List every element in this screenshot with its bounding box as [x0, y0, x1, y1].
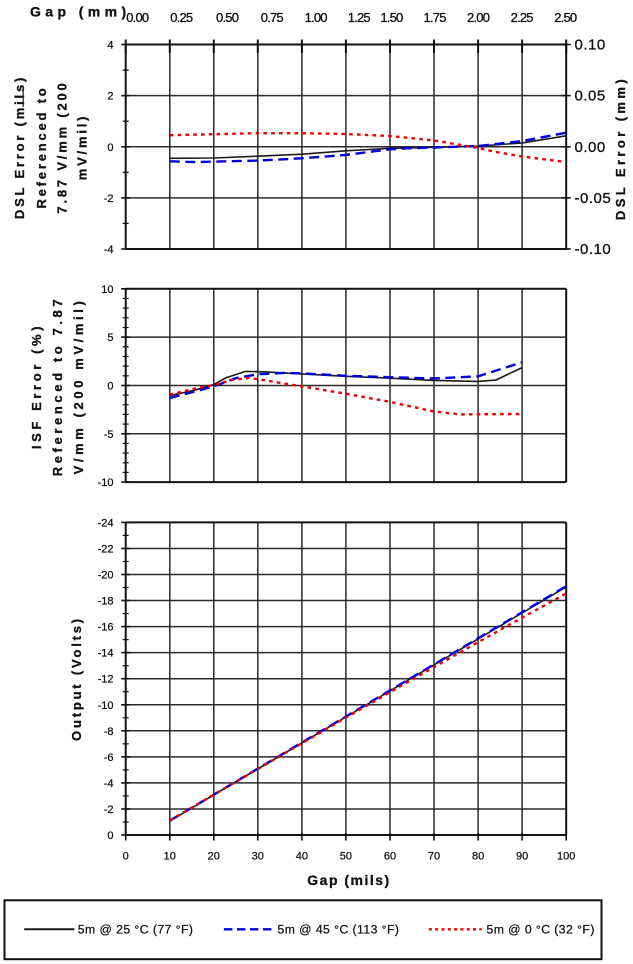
svg-text:40: 40	[296, 851, 308, 863]
svg-text:-10: -10	[98, 700, 114, 712]
svg-text:0.75: 0.75	[261, 10, 284, 25]
svg-text:0.50: 0.50	[216, 10, 239, 25]
svg-text:50: 50	[340, 851, 352, 863]
svg-text:-20: -20	[98, 570, 114, 582]
svg-text:Output (Volts): Output (Volts)	[69, 616, 84, 741]
svg-text:DSL Error (mils): DSL Error (mils)	[12, 75, 27, 219]
svg-text:2.25: 2.25	[511, 10, 534, 25]
svg-text:Referenced to 7.87: Referenced to 7.87	[50, 296, 65, 476]
svg-text:2.50: 2.50	[554, 10, 577, 25]
svg-text:V/mm (200 mV/mil): V/mm (200 mV/mil)	[71, 298, 86, 475]
svg-text:ISF Error (%): ISF Error (%)	[29, 323, 44, 449]
svg-text:0.05: 0.05	[575, 88, 606, 105]
svg-text:90: 90	[516, 851, 528, 863]
svg-text:0.00: 0.00	[575, 139, 606, 156]
svg-text:-4: -4	[104, 778, 114, 790]
svg-text:0: 0	[107, 142, 113, 154]
svg-text:-10: -10	[98, 477, 114, 489]
svg-text:-0.05: -0.05	[575, 190, 612, 207]
svg-text:5m @ 45 °C (113 °F): 5m @ 45 °C (113 °F)	[278, 923, 400, 937]
svg-text:-18: -18	[98, 596, 114, 608]
svg-text:DSL Error (mm): DSL Error (mm)	[613, 76, 628, 220]
svg-text:-8: -8	[104, 726, 114, 738]
svg-text:70: 70	[428, 851, 440, 863]
svg-text:0: 0	[107, 381, 113, 393]
svg-text:10: 10	[101, 284, 113, 296]
svg-text:5m @ 0 °C (32 °F): 5m @ 0 °C (32 °F)	[487, 923, 595, 937]
svg-text:0.10: 0.10	[575, 37, 606, 54]
svg-text:80: 80	[472, 851, 484, 863]
svg-text:1.00: 1.00	[305, 10, 328, 25]
svg-text:-6: -6	[104, 752, 114, 764]
svg-text:-16: -16	[98, 622, 114, 634]
svg-text:20: 20	[208, 851, 220, 863]
svg-text:100: 100	[557, 851, 575, 863]
svg-text:Gap (mils): Gap (mils)	[307, 872, 390, 888]
svg-text:-14: -14	[98, 648, 114, 660]
svg-text:2: 2	[107, 91, 113, 103]
svg-text:5: 5	[107, 332, 113, 344]
svg-text:Referenced to: Referenced to	[34, 85, 49, 208]
svg-text:-2: -2	[104, 193, 114, 205]
svg-text:2.00: 2.00	[467, 10, 490, 25]
svg-text:7.87 V/mm (200: 7.87 V/mm (200	[54, 80, 69, 213]
svg-text:mV/mil): mV/mil)	[75, 114, 90, 181]
svg-text:1.25: 1.25	[348, 10, 371, 25]
svg-text:0.00: 0.00	[126, 10, 149, 25]
svg-text:0.25: 0.25	[170, 10, 193, 25]
svg-text:4: 4	[107, 40, 113, 52]
svg-text:-24: -24	[98, 517, 114, 529]
svg-text:0: 0	[107, 830, 113, 842]
svg-text:-2: -2	[104, 804, 114, 816]
svg-text:Gap (mm): Gap (mm)	[30, 4, 131, 20]
svg-text:1.75: 1.75	[424, 10, 447, 25]
svg-text:30: 30	[252, 851, 264, 863]
svg-text:-5: -5	[104, 429, 114, 441]
svg-text:-0.10: -0.10	[575, 241, 612, 258]
svg-text:-22: -22	[98, 544, 114, 556]
svg-text:60: 60	[384, 851, 396, 863]
svg-text:5m @ 25 °C (77 °F): 5m @ 25 °C (77 °F)	[78, 923, 194, 937]
svg-text:10: 10	[164, 851, 176, 863]
svg-text:1.50: 1.50	[380, 10, 403, 25]
svg-text:0: 0	[123, 851, 129, 863]
svg-text:-4: -4	[104, 244, 114, 256]
svg-text:-12: -12	[98, 674, 114, 686]
